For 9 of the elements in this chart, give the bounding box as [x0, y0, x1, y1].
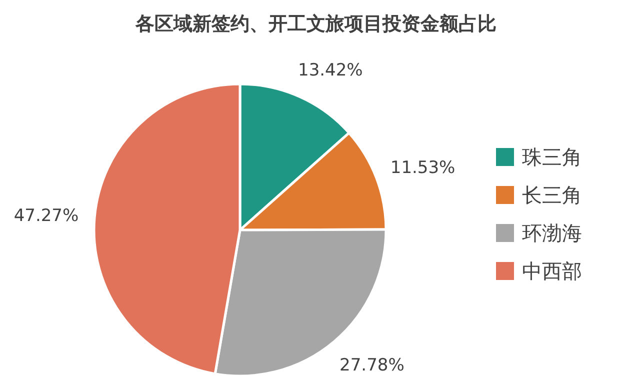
data-label: 27.78% — [340, 355, 404, 376]
chart-title: 各区域新签约、开工文旅项目投资金额占比 — [134, 13, 496, 35]
data-label: 47.27% — [14, 206, 79, 226]
data-label: 11.53% — [390, 158, 456, 178]
legend-label: 中西部 — [522, 259, 582, 283]
data-label: 13.42% — [298, 60, 363, 80]
legend-label: 珠三角 — [522, 145, 582, 169]
legend-label: 长三角 — [522, 183, 582, 207]
legend-label: 环渤海 — [522, 221, 582, 245]
